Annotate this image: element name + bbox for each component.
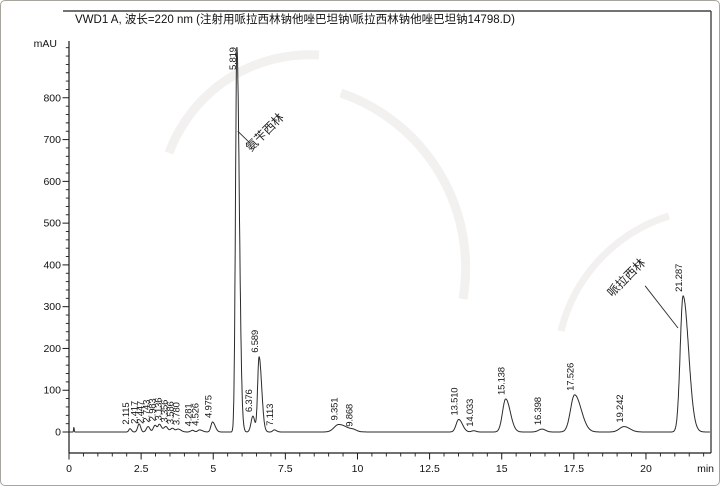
- watermark-arc: [339, 88, 471, 300]
- annotation-leader-line: [237, 130, 251, 144]
- peak-rt-label: 7.113: [265, 404, 276, 426]
- x-tick-label: 17.5: [564, 463, 585, 475]
- peak-rt-label: 2.447: [136, 401, 147, 424]
- peak-rt-label: 3.356: [160, 400, 171, 423]
- x-tick-label: 10: [352, 463, 364, 475]
- peak-rt-label: 16.398: [533, 397, 544, 425]
- annotation-leader-line: [644, 285, 679, 329]
- y-tick-label: 200: [43, 343, 61, 355]
- x-tick-label: 2.5: [134, 463, 149, 475]
- peak-rt-label: 4.526: [191, 403, 202, 426]
- chromatogram-curve: [68, 47, 711, 433]
- x-tick-label: 5: [210, 463, 216, 475]
- axes: 0 100 200 300 400 500 600 700 800 0 2.5 5 7.5 10 12.5 1…: [43, 41, 711, 475]
- peak-rt-label: 14.033: [465, 399, 476, 427]
- peak-rt-label: 9.351: [330, 398, 341, 421]
- signal-trace: [68, 47, 711, 433]
- peak-labels: 2.1152.4172.4472.7432.9833.1363.3563.586…: [121, 47, 685, 427]
- signal-title: VWD1 A, 波长=220 nm (注射用哌拉西林钠他唑巴坦钠\哌拉西林钠他唑…: [75, 12, 515, 26]
- peak-rt-label: 3.586: [166, 401, 177, 424]
- x-tick-label: 12.5: [419, 463, 440, 475]
- peak-rt-label: 6.589: [250, 330, 261, 353]
- y-tick-label: 400: [43, 259, 61, 271]
- y-tick-label: 0: [55, 427, 61, 439]
- watermark: [164, 50, 671, 332]
- x-tick-label: 15: [496, 463, 508, 475]
- peak-rt-label: 4.975: [204, 395, 215, 418]
- peak-rt-label: 13.510: [450, 388, 461, 416]
- y-axis-unit-label: mAU: [34, 38, 57, 50]
- watermark-arc: [164, 50, 320, 155]
- peak-rt-label: 4.281: [183, 404, 194, 427]
- x-tick-label: 20: [640, 463, 652, 475]
- peak-rt-label: 21.287: [674, 264, 685, 292]
- peak-rt-label: 9.868: [345, 404, 356, 427]
- y-tick-label: 500: [43, 218, 61, 230]
- y-tick-label: 600: [43, 176, 61, 188]
- peak-rt-label: 3.780: [172, 402, 183, 425]
- peak-rt-label: 2.743: [142, 400, 153, 423]
- peak-rt-label: 17.526: [566, 363, 577, 391]
- y-tick-label: 800: [43, 92, 61, 104]
- compound-name-label: 氨苄西林: [243, 110, 287, 154]
- peak-rt-label: 19.242: [615, 395, 626, 423]
- x-tick-label: 0: [66, 463, 72, 475]
- peak-rt-label: 5.819: [228, 47, 239, 70]
- peak-rt-label: 2.115: [121, 403, 132, 425]
- compound-name-label: 哌拉西林: [604, 255, 649, 300]
- x-tick-label: 7.5: [278, 463, 293, 475]
- watermark-arc: [557, 212, 671, 332]
- peak-rt-label: 2.983: [148, 399, 159, 422]
- plot-frame: [63, 10, 712, 453]
- peak-rt-label: 15.138: [497, 367, 508, 395]
- peak-rt-label: 3.136: [154, 398, 165, 421]
- y-tick-label: 300: [43, 301, 61, 313]
- peak-rt-label: 6.376: [244, 389, 255, 412]
- x-axis-unit-label: min: [697, 463, 714, 475]
- y-tick-label: 100: [43, 385, 61, 397]
- peak-rt-label: 2.417: [130, 401, 141, 424]
- y-tick-label: 700: [43, 134, 61, 146]
